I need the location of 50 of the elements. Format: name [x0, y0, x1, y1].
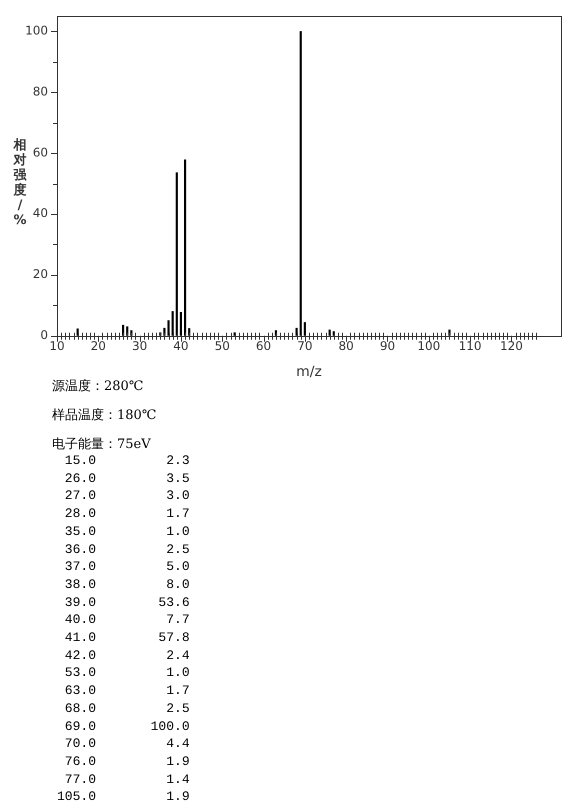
- y-tick-label: 40: [32, 206, 48, 220]
- text: 68.0 2.5: [64, 700, 190, 718]
- x-axis-title: m/z: [296, 364, 322, 380]
- y-tick-label: 80: [32, 84, 48, 98]
- text: 37.0 5.0: [64, 558, 190, 576]
- y-tick-label: 60: [32, 145, 48, 160]
- text: 电子能量：75eV: [52, 437, 151, 452]
- y-tick-label: 0: [40, 328, 48, 342]
- text: 36.0 2.5: [64, 540, 190, 558]
- text: 40.0 7.7: [64, 611, 190, 630]
- bar: [180, 312, 182, 336]
- bar: [188, 328, 190, 336]
- x-tick-label: 110: [458, 339, 482, 354]
- bar: [184, 160, 186, 336]
- text: 63.0 1.7: [64, 682, 190, 700]
- x-tick-label: 30: [132, 339, 148, 354]
- text: 76.0 1.9: [64, 752, 190, 771]
- text: 77.0 1.4: [64, 770, 190, 788]
- x-tick-label: 80: [338, 339, 354, 354]
- text: 70.0 4.4: [64, 735, 190, 753]
- bar: [304, 322, 306, 336]
- x-tick-label: 120: [500, 339, 523, 354]
- y-tick-label: 100: [25, 24, 48, 38]
- x-tick-label: 70: [297, 339, 313, 354]
- text: 42.0 2.4: [64, 646, 190, 664]
- x-tick-label: 60: [256, 339, 272, 354]
- text: 35.0 1.0: [64, 522, 190, 541]
- x-tick-label: 40: [173, 339, 189, 354]
- text: 源温度：280℃: [52, 378, 144, 396]
- text: 15.0 2.3: [64, 452, 190, 470]
- y-tick-label: 20: [32, 267, 48, 282]
- y-axis-title: 相对强度/%: [12, 138, 28, 228]
- bar: [300, 31, 302, 336]
- text: 105.0 1.9: [57, 788, 190, 806]
- text: 样品温度：180℃: [52, 407, 156, 425]
- bar: [176, 172, 178, 336]
- x-tick-label: 50: [214, 339, 230, 354]
- x-tick-label: 10: [49, 339, 65, 354]
- text: 27.0 3.0: [64, 487, 190, 506]
- text: 38.0 8.0: [64, 576, 190, 594]
- text: 53.0 1.0: [64, 664, 190, 682]
- text: 26.0 3.5: [64, 470, 190, 488]
- text: 69.0 100.0: [64, 718, 190, 736]
- text: 41.0 57.8: [64, 629, 190, 647]
- text: 28.0 1.7: [64, 505, 190, 523]
- x-tick-label: 100: [417, 339, 440, 354]
- x-tick-label: 90: [380, 339, 396, 354]
- x-tick-label: 20: [90, 339, 106, 354]
- text: 39.0 53.6: [64, 594, 190, 612]
- bar: [126, 326, 128, 336]
